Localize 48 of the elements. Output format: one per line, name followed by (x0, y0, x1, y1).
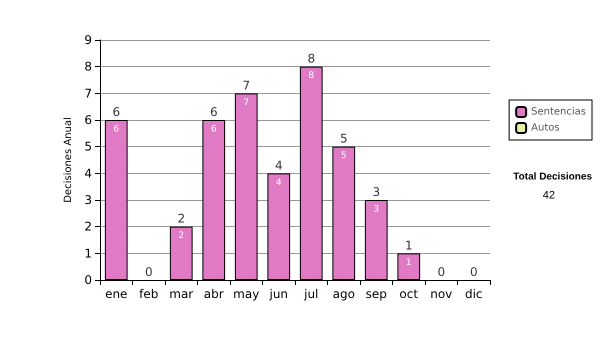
x-tick-label: jul (303, 287, 318, 301)
x-tick-label: dic (464, 287, 483, 301)
y-tick-label: 0 (84, 273, 92, 287)
data-label: 8 (308, 71, 314, 82)
y-tick-label: 1 (84, 246, 92, 260)
data-label: 5 (340, 151, 347, 162)
x-tick-label: abr (204, 287, 224, 301)
data-label: 6 (210, 124, 217, 134)
data-label: 1 (406, 258, 412, 268)
y-tick-label: 9 (84, 33, 92, 47)
x-tick-label: jun (268, 287, 288, 301)
legend-label: Sentencias (531, 106, 586, 118)
x-tick-label: oct (399, 287, 418, 301)
x-tick-label: mar (169, 287, 194, 301)
data-label: 6 (113, 124, 120, 134)
text: Total Decisiones (513, 172, 592, 182)
x-tick-label: ene (105, 287, 128, 301)
total-label: 6 (210, 105, 218, 119)
total-label: 0 (144, 265, 153, 279)
data-label: 2 (178, 231, 184, 242)
text: 42 (542, 190, 556, 202)
x-tick-label: may (233, 287, 260, 301)
total-label: 2 (177, 212, 186, 226)
x-tick-label: feb (139, 287, 158, 301)
x-tick-label: nov (430, 287, 452, 301)
total-label: 0 (470, 265, 478, 279)
x-tick-label: ago (332, 287, 355, 301)
total-label: 1 (404, 238, 413, 252)
y-tick-label: 5 (84, 140, 92, 154)
y-axis-title: Decisiones Anual (62, 117, 74, 203)
total-label: 0 (437, 265, 446, 279)
y-tick-label: 3 (84, 193, 92, 207)
y-tick-label: 2 (84, 220, 92, 234)
x-tick-label: sep (366, 287, 387, 301)
total-label: 7 (242, 78, 250, 92)
y-tick-label: 7 (84, 86, 92, 100)
y-tick-label: 8 (84, 60, 92, 74)
y-tick-label: 4 (84, 166, 92, 180)
total-label: 6 (112, 105, 120, 119)
y-tick-label: 6 (84, 113, 92, 127)
data-label: 4 (276, 178, 282, 188)
data-label: 3 (373, 204, 380, 214)
total-label: 8 (307, 52, 316, 66)
legend-label: Autos (531, 122, 560, 134)
data-label: 7 (243, 98, 250, 108)
total-label: 3 (372, 185, 380, 199)
total-label: 5 (340, 132, 348, 146)
total-label: 4 (274, 158, 283, 172)
